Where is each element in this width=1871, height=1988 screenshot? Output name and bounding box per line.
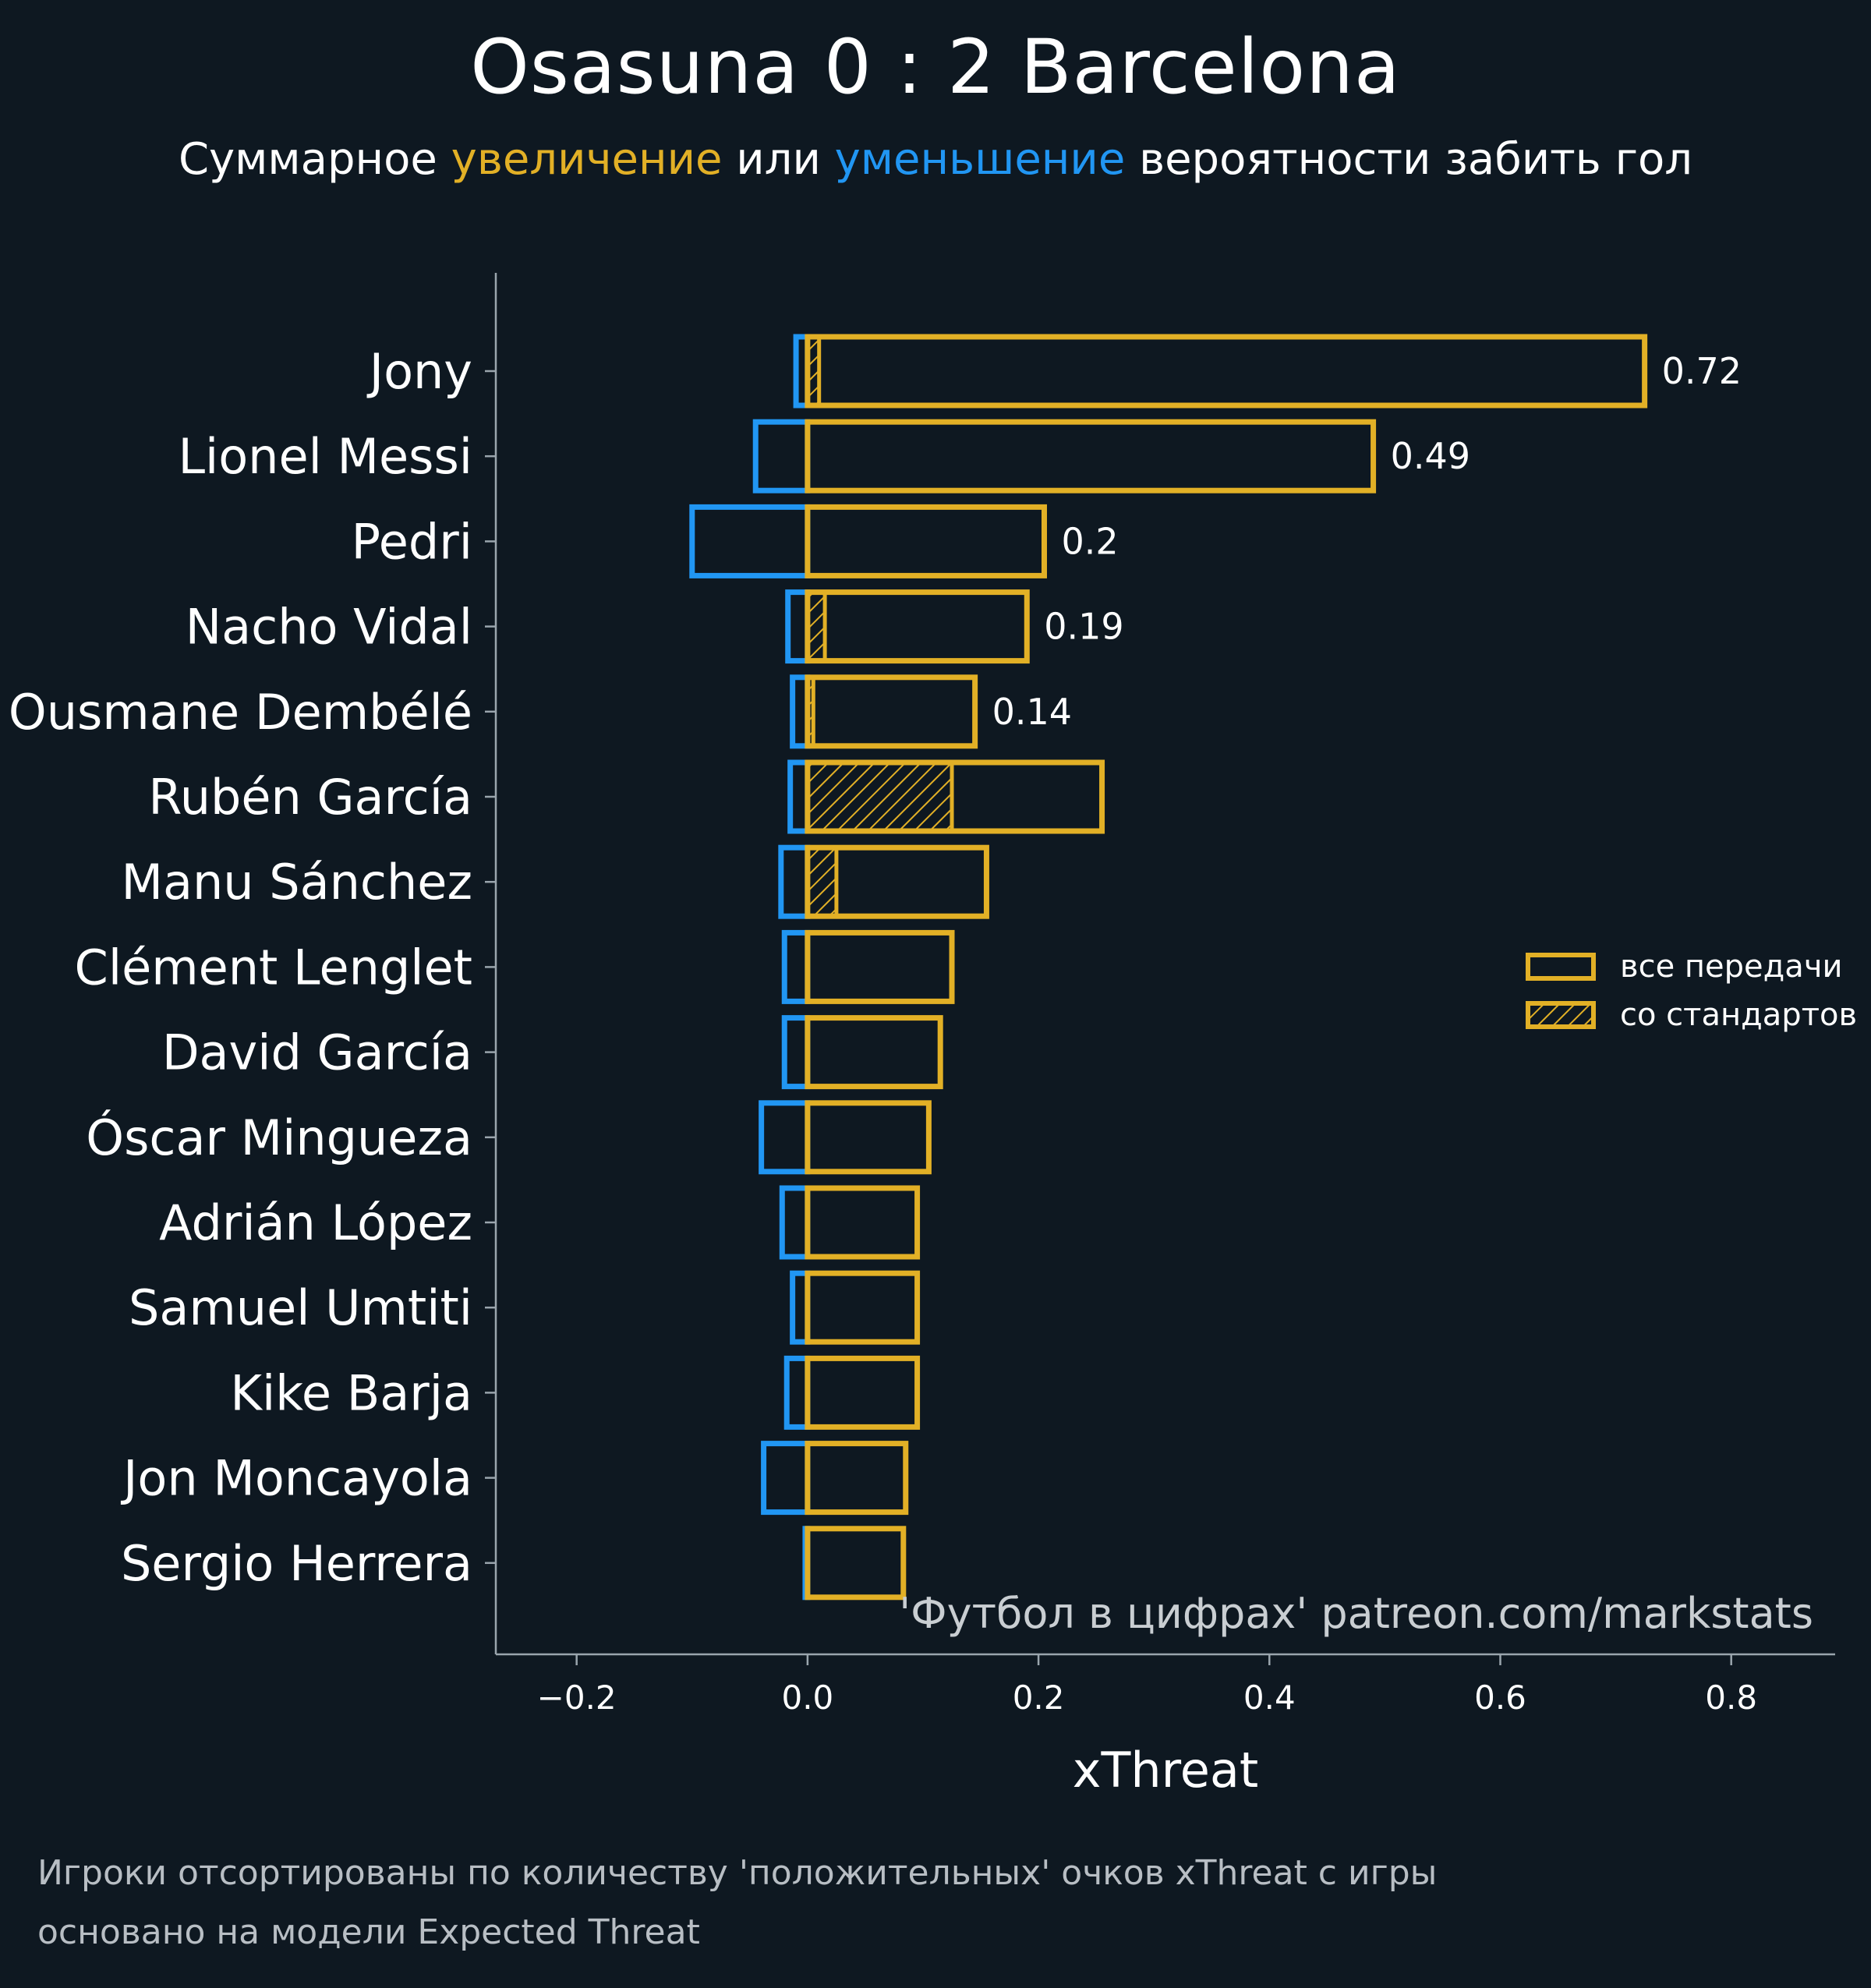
y-tick-label: Ousmane Dembélé xyxy=(9,684,472,741)
bar-positive xyxy=(805,1526,907,1601)
legend-label: все передачи xyxy=(1620,949,1842,985)
footer-line-2: основано на модели Expected Threat xyxy=(37,1912,700,1952)
bar-negative xyxy=(783,1355,811,1430)
y-tick-label: David García xyxy=(162,1024,472,1081)
x-axis-label: xThreat xyxy=(1073,1742,1258,1799)
chart-title: Osasuna 0 : 2 Barcelona xyxy=(470,23,1401,111)
bar-positive xyxy=(805,1270,921,1345)
legend: все передачи со стандартов xyxy=(1526,949,1857,1033)
bar-set-pieces xyxy=(805,760,954,833)
x-tick-label: 0.2 xyxy=(1013,1678,1065,1717)
bar-negative xyxy=(761,1441,811,1516)
x-tick-label: 0.8 xyxy=(1705,1678,1757,1717)
legend-swatch-hatched xyxy=(1526,1001,1596,1029)
bar-positive xyxy=(805,1185,921,1260)
bar-value-label: 0.2 xyxy=(1061,520,1118,562)
y-tick-label: Sergio Herrera xyxy=(121,1535,472,1592)
watermark: 'Футбол в цифрах' patreon.com/markstats xyxy=(899,1589,1813,1638)
subtitle-increase-word: увеличение xyxy=(451,134,723,185)
axes xyxy=(485,273,1835,1665)
x-tick-label: −0.2 xyxy=(537,1678,617,1717)
subtitle-decrease-word: уменьшение xyxy=(834,134,1126,185)
y-tick-label: Nacho Vidal xyxy=(186,599,472,656)
bar-value-label: 0.19 xyxy=(1044,606,1123,648)
bar-negative xyxy=(778,844,811,919)
y-tick-label: Jon Moncayola xyxy=(120,1450,472,1507)
bar-positive xyxy=(805,929,955,1004)
y-tick-label: Clément Lenglet xyxy=(75,939,472,996)
legend-label: со стандартов xyxy=(1620,997,1857,1033)
bars xyxy=(689,334,1648,1601)
x-tick-label: 0.6 xyxy=(1474,1678,1526,1717)
y-tick-label: Samuel Umtiti xyxy=(129,1279,472,1336)
y-tick-label: Adrián López xyxy=(159,1194,472,1251)
y-tick-label: Jony xyxy=(366,343,472,400)
bar-negative xyxy=(781,929,811,1004)
bar-positive xyxy=(805,334,1648,409)
bar-value-label: 0.14 xyxy=(992,691,1072,733)
bar-negative xyxy=(779,1185,811,1260)
legend-swatch-outline xyxy=(1526,953,1596,981)
bar-negative xyxy=(759,1100,811,1175)
y-tick-label: Kike Barja xyxy=(230,1364,472,1421)
y-tick-label: Rubén García xyxy=(148,769,472,826)
bar-value-label: 0.72 xyxy=(1662,350,1742,392)
y-tick-label: Óscar Mingueza xyxy=(86,1109,472,1166)
chart-subtitle: Суммарное увеличение или уменьшение веро… xyxy=(0,134,1871,185)
bar-positive xyxy=(805,1015,943,1090)
bar-positive xyxy=(805,1100,932,1175)
y-tick-label: Manu Sánchez xyxy=(122,854,473,911)
bar-positive xyxy=(805,844,989,919)
footer-line-1: Игроки отсортированы по количеству 'поло… xyxy=(37,1853,1438,1893)
bar-negative xyxy=(689,504,811,578)
y-tick-label: Pedri xyxy=(352,513,472,570)
bar-negative xyxy=(781,1015,811,1090)
subtitle-part-3: вероятности забить гол xyxy=(1125,134,1693,185)
bar-positive xyxy=(805,419,1377,493)
bar-set-pieces xyxy=(805,845,839,918)
bar-positive xyxy=(805,1355,921,1430)
labels: −0.2 0.0 0.2 0.4 0.6 0.8 xThreat Jony 0.72 Lionel… xyxy=(9,343,1813,1799)
footer-note: Игроки отсортированы по количеству 'поло… xyxy=(37,1844,1437,1962)
subtitle-part-2: или xyxy=(722,134,835,185)
bar-value-label: 0.49 xyxy=(1391,435,1470,477)
x-tick-label: 0.4 xyxy=(1243,1678,1296,1717)
subtitle-part-1: Суммарное xyxy=(178,134,451,185)
bar-positive xyxy=(805,1441,909,1516)
bar-negative xyxy=(785,589,811,664)
bar-positive xyxy=(805,759,1105,834)
bar-positive xyxy=(805,589,1030,664)
x-tick-label: 0.0 xyxy=(781,1678,833,1717)
bar-positive xyxy=(805,674,978,749)
bar-negative xyxy=(752,419,811,493)
bar-positive xyxy=(805,504,1047,578)
y-tick-label: Lionel Messi xyxy=(178,428,472,485)
